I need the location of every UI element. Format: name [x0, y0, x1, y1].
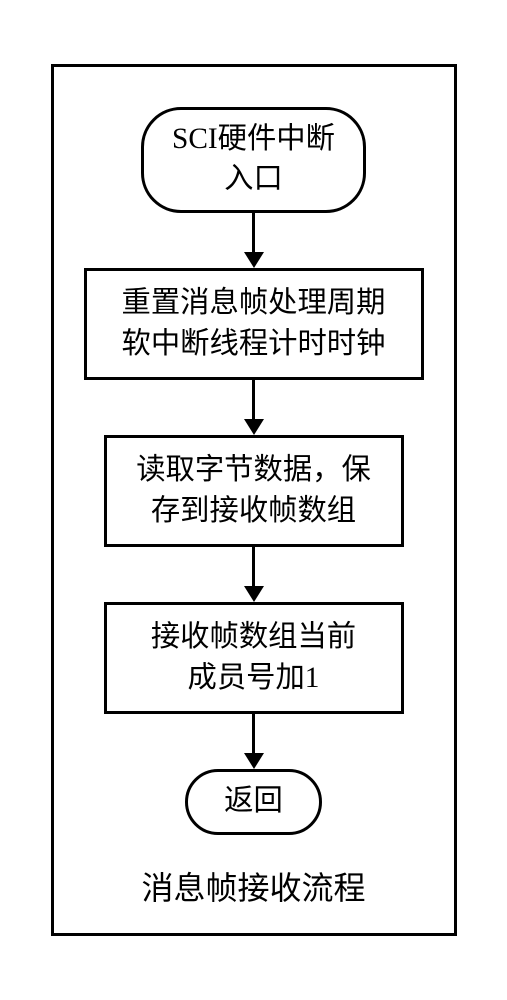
start-terminator: SCI硬件中断 入口: [141, 107, 366, 212]
arrow-head-icon: [244, 252, 264, 268]
step1-line2: 软中断线程计时时钟: [103, 324, 405, 365]
step3-line1: 接收帧数组当前: [131, 617, 377, 658]
arrow-head-icon: [244, 753, 264, 769]
arrow-4: [244, 714, 264, 769]
arrow-shaft: [252, 213, 255, 253]
start-line1: SCI硬件中断: [172, 120, 335, 160]
process-step-1: 重置消息帧处理周期 软中断线程计时时钟: [84, 268, 424, 380]
arrow-shaft: [252, 547, 255, 587]
end-label: 返回: [224, 785, 283, 817]
process-step-3: 接收帧数组当前 成员号加1: [104, 602, 404, 714]
step2-line2: 存到接收帧数组: [131, 491, 377, 532]
flowchart-frame: SCI硬件中断 入口 重置消息帧处理周期 软中断线程计时时钟 读取字节数据，保 …: [51, 64, 457, 935]
arrow-3: [244, 547, 264, 602]
step3-line2: 成员号加1: [131, 658, 377, 699]
end-terminator: 返回: [185, 769, 322, 835]
start-line2: 入口: [172, 160, 335, 200]
arrow-head-icon: [244, 586, 264, 602]
flowchart-caption: 消息帧接收流程: [141, 863, 365, 909]
arrow-shaft: [252, 714, 255, 754]
step1-line1: 重置消息帧处理周期: [103, 283, 405, 324]
arrow-1: [244, 213, 264, 268]
arrow-head-icon: [244, 419, 264, 435]
process-step-2: 读取字节数据，保 存到接收帧数组: [104, 435, 404, 547]
step2-line1: 读取字节数据，保: [131, 450, 377, 491]
arrow-shaft: [252, 380, 255, 420]
arrow-2: [244, 380, 264, 435]
